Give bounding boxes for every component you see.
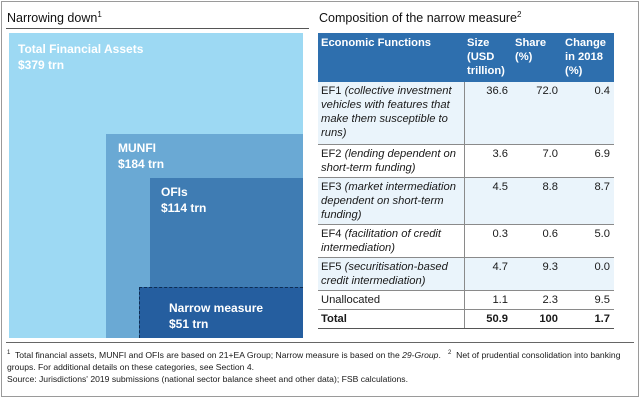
footnotes: 1 Total financial assets, MUNFI and OFIs… <box>7 347 635 385</box>
cell-share: 2.3 <box>512 290 562 310</box>
table-row-total: Total 50.9 100 1.7 <box>318 308 614 329</box>
cell-share: 0.6 <box>512 224 562 258</box>
box-label-munfi: MUNFI $184 trn <box>118 141 165 171</box>
box-label-ofis: OFIs $114 trn <box>161 185 207 215</box>
cell-share: 8.8 <box>512 177 562 225</box>
left-title-rule <box>6 28 309 29</box>
cell-function: Unallocated <box>318 290 465 310</box>
header-size: Size (USD trillion) <box>464 33 512 82</box>
cell-function: EF3 (market intermediation dependent on … <box>318 177 465 225</box>
footnote-line-1: 1 Total financial assets, MUNFI and OFIs… <box>7 349 621 372</box>
table-header-row: Economic Functions Size (USD trillion) S… <box>318 33 614 82</box>
cell-change: 9.5 <box>562 290 614 310</box>
cell-share: 100 <box>512 308 562 329</box>
cell-change: 5.0 <box>562 224 614 258</box>
right-panel-title: Composition of the narrow measure2 <box>319 10 522 26</box>
cell-function: EF5 (securitisation-based credit interme… <box>318 257 465 291</box>
composition-table: Economic Functions Size (USD trillion) S… <box>318 33 614 329</box>
cell-share: 7.0 <box>512 144 562 178</box>
left-panel-title: Narrowing down1 <box>7 10 102 26</box>
table-row-ef4: EF4 (facilitation of credit intermediati… <box>318 224 614 258</box>
cell-size: 0.3 <box>464 224 512 258</box>
table-row-ef2: EF2 (lending dependent on short-term fun… <box>318 144 614 178</box>
cell-change: 0.0 <box>562 257 614 291</box>
cell-function: EF4 (facilitation of credit intermediati… <box>318 224 465 258</box>
table-row-ef5: EF5 (securitisation-based credit interme… <box>318 257 614 291</box>
notes-separator <box>6 342 634 343</box>
cell-size: 36.6 <box>464 82 512 145</box>
box-label-total-financial-assets: Total Financial Assets $379 trn <box>18 42 144 72</box>
cell-size: 3.6 <box>464 144 512 178</box>
cell-size: 50.9 <box>464 308 512 329</box>
cell-function: Total <box>318 308 465 329</box>
cell-function: EF1 (collective investment vehicles with… <box>318 82 465 145</box>
cell-size: 4.5 <box>464 177 512 225</box>
table-row-ef1: EF1 (collective investment vehicles with… <box>318 82 614 145</box>
header-change: Change in 2018 (%) <box>562 33 614 82</box>
cell-share: 72.0 <box>512 82 562 145</box>
cell-function: EF2 (lending dependent on short-term fun… <box>318 144 465 178</box>
table-row-unallocated: Unallocated 1.1 2.3 9.5 <box>318 290 614 310</box>
header-share: Share (%) <box>512 33 562 82</box>
header-economic-functions: Economic Functions <box>318 33 464 82</box>
cell-change: 0.4 <box>562 82 614 145</box>
box-label-narrow-measure: Narrow measure $51 trn <box>169 301 264 331</box>
cell-size: 4.7 <box>464 257 512 291</box>
box-narrow-measure: Narrow measure $51 trn <box>139 287 303 338</box>
source-line: Source: Jurisdictions' 2019 submissions … <box>7 373 408 384</box>
cell-change: 6.9 <box>562 144 614 178</box>
cell-share: 9.3 <box>512 257 562 291</box>
table-row-ef3: EF3 (market intermediation dependent on … <box>318 177 614 225</box>
cell-size: 1.1 <box>464 290 512 310</box>
cell-change: 1.7 <box>562 308 614 329</box>
cell-change: 8.7 <box>562 177 614 225</box>
